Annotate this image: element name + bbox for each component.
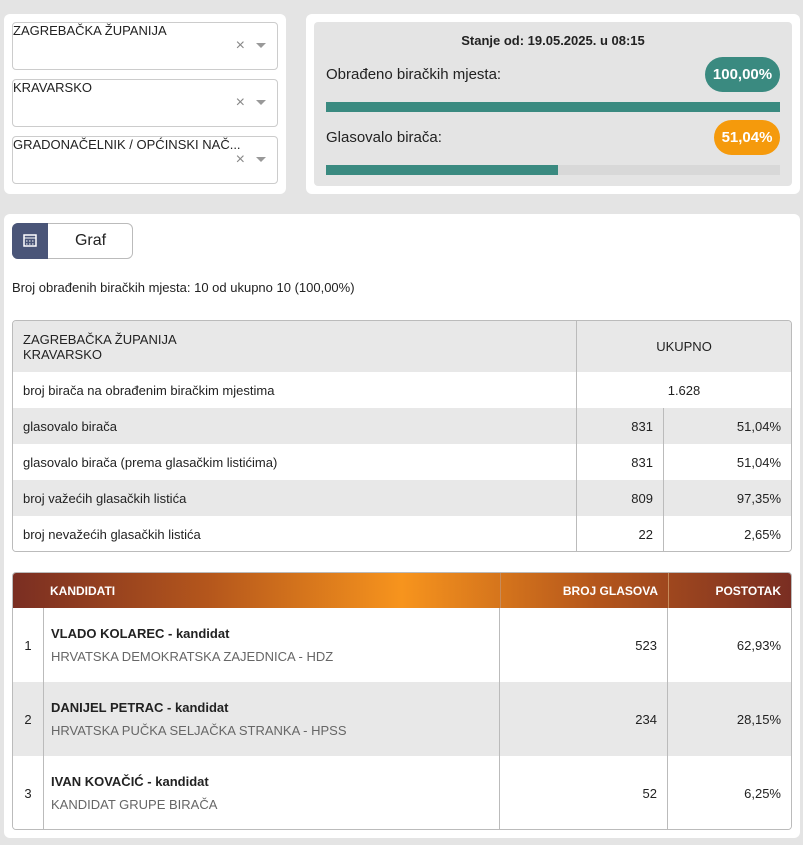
table-row: broj nevažećih glasačkih listića 22 2,65% [13, 516, 791, 551]
processed-label: Obrađeno biračkih mjesta: [326, 66, 502, 83]
clear-icon: × [235, 151, 245, 168]
row-percent: 2,65% [744, 526, 781, 542]
processed-track [326, 102, 780, 112]
candidate-row: 3 IVAN KOVAČIĆ - kandidat KANDIDAT GRUPE B… [13, 756, 791, 829]
header-percent: POSTOTAK [668, 573, 791, 608]
status-title: Stanje od: 19.05.2025. u 08:15 [461, 33, 645, 48]
turnout-track [326, 165, 780, 175]
candidate-index: 1 [13, 608, 44, 682]
candidate-name: IVAN KOVAČIĆ - kandidat [51, 774, 209, 789]
header-line: KRAVARSKO [23, 346, 102, 362]
candidate-percent: 62,93% [736, 637, 781, 653]
dropdown-value: GRADONAČELNIK / OPĆINSKI NAČ... [13, 137, 241, 152]
header-line: ZAGREBAČKA ŽUPANIJA [23, 331, 177, 347]
turnout-bar [326, 165, 558, 175]
row-label: glasovalo birača [13, 408, 577, 444]
candidate-name: VLADO KOLAREC - kandidat [51, 626, 230, 641]
dropdown[interactable]: GRADONAČELNIK / OPĆINSKI NAČ... × [12, 136, 278, 184]
processed-pill: 100,00% [705, 57, 780, 92]
calendar-icon [12, 223, 48, 259]
candidate-index: 2 [13, 682, 44, 756]
turnout-pill: 51,04% [714, 120, 780, 155]
candidate-info: IVAN KOVAČIĆ - kandidat KANDIDAT GRUPE BI… [44, 756, 500, 829]
candidate-row: 1 VLADO KOLAREC - kandidat HRVATSKA DEMOKR… [13, 608, 791, 683]
dropdown[interactable]: KRAVARSKO × [12, 79, 278, 127]
row-label: broj važećih glasačkih listića [13, 480, 577, 516]
processed-bar [326, 102, 780, 112]
candidate-votes: 52 [500, 756, 668, 829]
candidate-party: HRVATSKA PUČKA SELJAČKA STRANKA - HPSS [51, 723, 347, 738]
candidate-votes: 234 [500, 682, 668, 756]
summary: Broj obrađenih biračkih mjesta: 10 od uk… [12, 280, 355, 295]
table-row: glasovalo birača (prema glasačkim listić… [13, 444, 791, 481]
candidate-index: 3 [13, 756, 44, 829]
table-row: glasovalo birača 831 51,04% [13, 408, 791, 445]
header-region: ZAGREBAČKA ŽUPANIJA KRAVARSKO [13, 321, 577, 372]
row-percent: 51,04% [736, 418, 781, 434]
row-value: 1.628 [667, 382, 701, 398]
header-total: UKUPNO [656, 339, 712, 354]
row-label: broj birača na obrađenim biračkim mjesti… [13, 372, 577, 408]
candidate-percent: 28,15% [736, 711, 781, 727]
dropdown-value: ZAGREBAČKA ŽUPANIJA [13, 23, 167, 38]
dropdown-value: KRAVARSKO [13, 80, 92, 95]
row-percent: 51,04% [736, 454, 781, 470]
graf-label: Graf [74, 232, 107, 249]
dropdown-arrow [256, 43, 266, 48]
table-row: broj važećih glasačkih listića 809 97,35% [13, 480, 791, 517]
dropdown-arrow [256, 100, 266, 105]
candidate-info: DANIJEL PETRAC - kandidat HRVATSKA PUČKA … [44, 682, 500, 756]
results-table: ZAGREBAČKA ŽUPANIJA KRAVARSKO UKUPNO broj b… [12, 320, 792, 552]
table-header: ZAGREBAČKA ŽUPANIJA KRAVARSKO UKUPNO [13, 321, 791, 373]
candidates-table: KANDIDATI BROJ GLASOVA POSTOTAK 1 VLADO KOLA… [12, 572, 792, 830]
clear-icon: × [235, 37, 245, 54]
candidate-party: HRVATSKA DEMOKRATSKA ZAJEDNICA - HDZ [51, 649, 334, 664]
candidate-percent: 6,25% [744, 785, 781, 801]
row-count: 831 [577, 444, 664, 480]
row-percent: 97,35% [736, 490, 781, 506]
row-count: 831 [577, 408, 664, 444]
header-votes: BROJ GLASOVA [500, 573, 668, 608]
candidates-header: KANDIDATI BROJ GLASOVA POSTOTAK [13, 573, 791, 608]
graf-button[interactable]: Graf [12, 223, 133, 259]
row-count: 22 [577, 516, 664, 551]
candidate-party: KANDIDAT GRUPE BIRAČA [51, 797, 218, 812]
dropdown[interactable]: ZAGREBAČKA ŽUPANIJA × [12, 22, 278, 70]
header-candidates: KANDIDATI [50, 583, 116, 598]
icon [23, 234, 37, 247]
candidate-row: 2 DANIJEL PETRAC - kandidat HRVATSKA PUČKA… [13, 682, 791, 757]
table-row: broj birača na obrađenim biračkim mjesti… [13, 372, 791, 409]
row-label: glasovalo birača (prema glasačkim listić… [13, 444, 577, 480]
candidate-votes: 523 [500, 608, 668, 682]
clear-icon: × [235, 94, 245, 111]
candidate-info: VLADO KOLAREC - kandidat HRVATSKA DEMOKRA… [44, 608, 500, 682]
row-label: broj nevažećih glasačkih listića [13, 516, 577, 551]
turnout-label: Glasovalo birača: [326, 129, 442, 146]
dropdown-arrow [256, 157, 266, 162]
candidate-name: DANIJEL PETRAC - kandidat [51, 700, 229, 715]
row-count: 809 [577, 480, 664, 516]
